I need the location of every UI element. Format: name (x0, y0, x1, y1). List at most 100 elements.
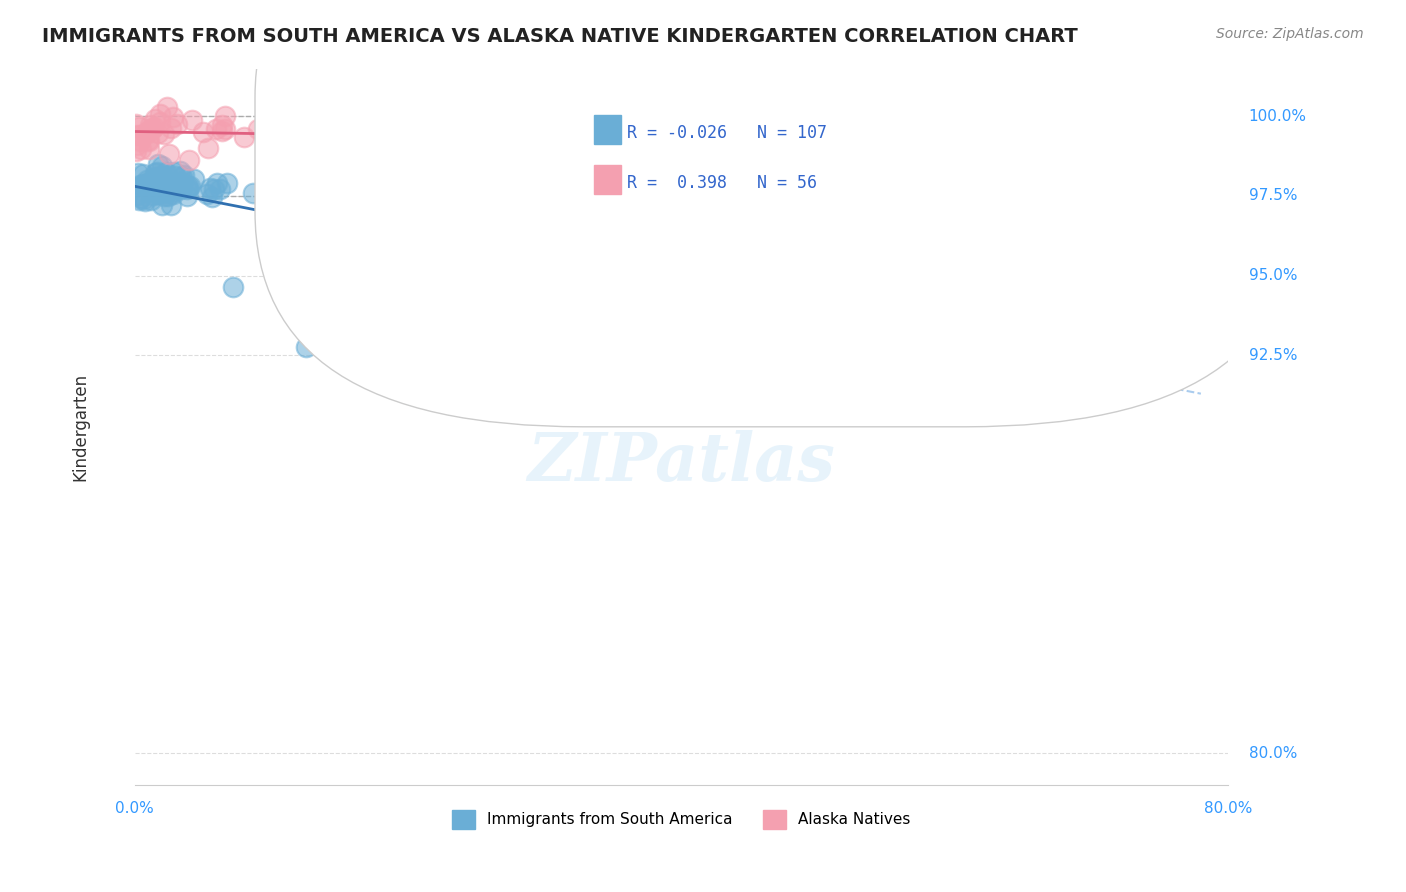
Text: IMMIGRANTS FROM SOUTH AMERICA VS ALASKA NATIVE KINDERGARTEN CORRELATION CHART: IMMIGRANTS FROM SOUTH AMERICA VS ALASKA … (42, 27, 1078, 45)
Point (138, 178, 160, 192)
Point (257, 187, 280, 202)
Point (176, 189, 198, 203)
Point (211, 118, 233, 132)
Point (125, 117, 148, 131)
Point (127, 128, 149, 142)
Point (159, 176, 181, 190)
Point (176, 180, 198, 194)
Point (246, 122, 269, 136)
Point (160, 120, 183, 135)
Text: R = -0.026   N = 107: R = -0.026 N = 107 (627, 124, 827, 142)
Point (128, 193, 150, 207)
Point (205, 121, 228, 136)
Point (193, 125, 215, 139)
Point (128, 120, 150, 134)
Text: 0.0%: 0.0% (115, 801, 155, 816)
Point (325, 131, 347, 145)
Point (148, 186, 170, 200)
Point (183, 172, 205, 186)
Point (131, 177, 153, 191)
Point (127, 188, 149, 202)
Text: Source: ZipAtlas.com: Source: ZipAtlas.com (1216, 27, 1364, 41)
Text: 100.0%: 100.0% (1249, 109, 1306, 124)
Point (138, 121, 160, 136)
Bar (593, 115, 621, 144)
Point (297, 178, 319, 193)
Point (146, 182, 169, 196)
Point (156, 100, 179, 114)
Point (620, 179, 643, 194)
Point (145, 186, 167, 201)
Point (153, 189, 176, 203)
Point (149, 107, 172, 121)
Point (162, 110, 184, 124)
Point (200, 180, 222, 194)
Point (682, 129, 704, 144)
Point (152, 127, 174, 141)
Point (713, 324, 735, 338)
Point (146, 126, 169, 140)
Point (830, 117, 852, 131)
Point (297, 197, 319, 211)
Point (146, 178, 169, 193)
Point (143, 166, 166, 180)
Point (214, 109, 236, 123)
Point (281, 235, 304, 249)
Point (162, 185, 184, 199)
Point (797, 165, 820, 179)
Point (156, 169, 179, 184)
Point (233, 129, 256, 144)
Point (132, 167, 155, 181)
Point (710, 146, 733, 161)
Point (668, 189, 690, 203)
Point (367, 102, 389, 116)
Point (214, 121, 236, 136)
Point (166, 117, 188, 131)
Point (129, 142, 152, 156)
Point (264, 235, 287, 250)
Point (768, 378, 790, 392)
Point (543, 222, 565, 236)
Point (156, 188, 179, 202)
Point (139, 193, 162, 207)
Point (630, 145, 652, 159)
Point (125, 144, 148, 158)
Point (139, 176, 162, 190)
Point (150, 159, 173, 173)
Point (163, 169, 186, 183)
Point (146, 171, 169, 186)
Point (177, 153, 200, 167)
Point (162, 186, 184, 201)
Point (401, 387, 423, 401)
Legend: Immigrants from South America, Alaska Natives: Immigrants from South America, Alaska Na… (446, 804, 917, 835)
Point (129, 128, 152, 142)
Point (143, 112, 166, 126)
Point (138, 134, 160, 148)
Point (138, 178, 160, 192)
Point (138, 175, 160, 189)
Point (152, 171, 174, 186)
FancyBboxPatch shape (254, 0, 1294, 426)
Point (436, 273, 458, 287)
Point (644, 315, 666, 329)
Point (170, 169, 193, 184)
Point (146, 184, 169, 198)
Point (129, 178, 152, 192)
Point (572, 181, 595, 195)
Point (598, 311, 620, 326)
Point (395, 141, 418, 155)
Point (195, 186, 218, 201)
Point (295, 139, 318, 153)
Point (211, 124, 233, 138)
Point (127, 137, 149, 152)
Point (598, 178, 620, 193)
Point (165, 176, 187, 190)
Point (711, 144, 734, 158)
Point (139, 180, 162, 194)
Point (409, 384, 432, 399)
Point (686, 179, 709, 194)
Point (141, 178, 163, 193)
Point (179, 178, 201, 193)
Point (457, 261, 479, 276)
Point (176, 181, 198, 195)
